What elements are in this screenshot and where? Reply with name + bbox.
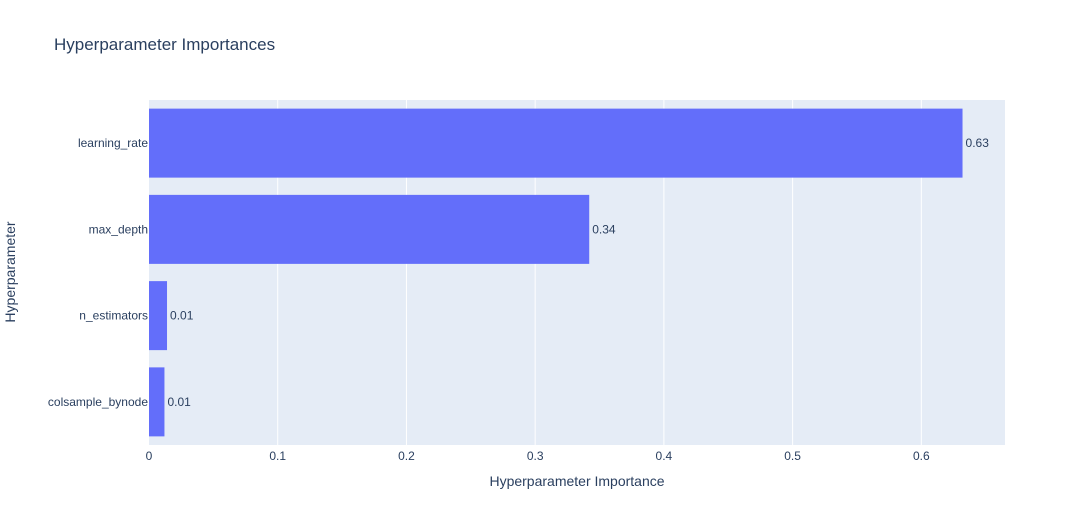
x-tick-label: 0.3 xyxy=(527,449,544,463)
x-tick-label: 0.6 xyxy=(913,449,930,463)
y-axis-title: Hyperparameter xyxy=(2,221,18,322)
bar-n_estimators xyxy=(149,281,168,351)
y-axis-ticks: learning_rate max_depth n_estimatorscolsam… xyxy=(48,136,148,409)
x-tick-label: 0.2 xyxy=(398,449,415,463)
bar-learning_rate xyxy=(149,108,963,178)
y-tick-label: learning_rate xyxy=(78,136,148,150)
bar-value-label: 0.01 xyxy=(167,395,191,409)
y-tick-label: colsample_bynode xyxy=(48,395,148,409)
bars: 0.63 0.34 0.01 0.01 xyxy=(149,108,990,437)
x-axis-title: Hyperparameter Importance xyxy=(489,473,664,489)
x-tick-label: 0.4 xyxy=(656,449,673,463)
y-tick-label: max_depth xyxy=(89,222,148,236)
x-tick-label: 0 xyxy=(146,449,153,463)
x-tick-label: 0.1 xyxy=(269,449,286,463)
y-tick-label: n_estimators xyxy=(79,309,148,323)
chart-title: Hyperparameter Importances xyxy=(54,35,275,54)
x-tick-label: 0.5 xyxy=(784,449,801,463)
x-axis-ticks: 0 0.1 0.2 0.3 0.4 0.5 0.6 xyxy=(146,449,930,463)
bar-value-label: 0.63 xyxy=(966,136,990,150)
bar-value-label: 0.01 xyxy=(170,309,194,323)
bar-max_depth xyxy=(149,194,590,264)
bar-value-label: 0.34 xyxy=(592,222,616,236)
bar-colsample_bynode xyxy=(149,367,165,437)
